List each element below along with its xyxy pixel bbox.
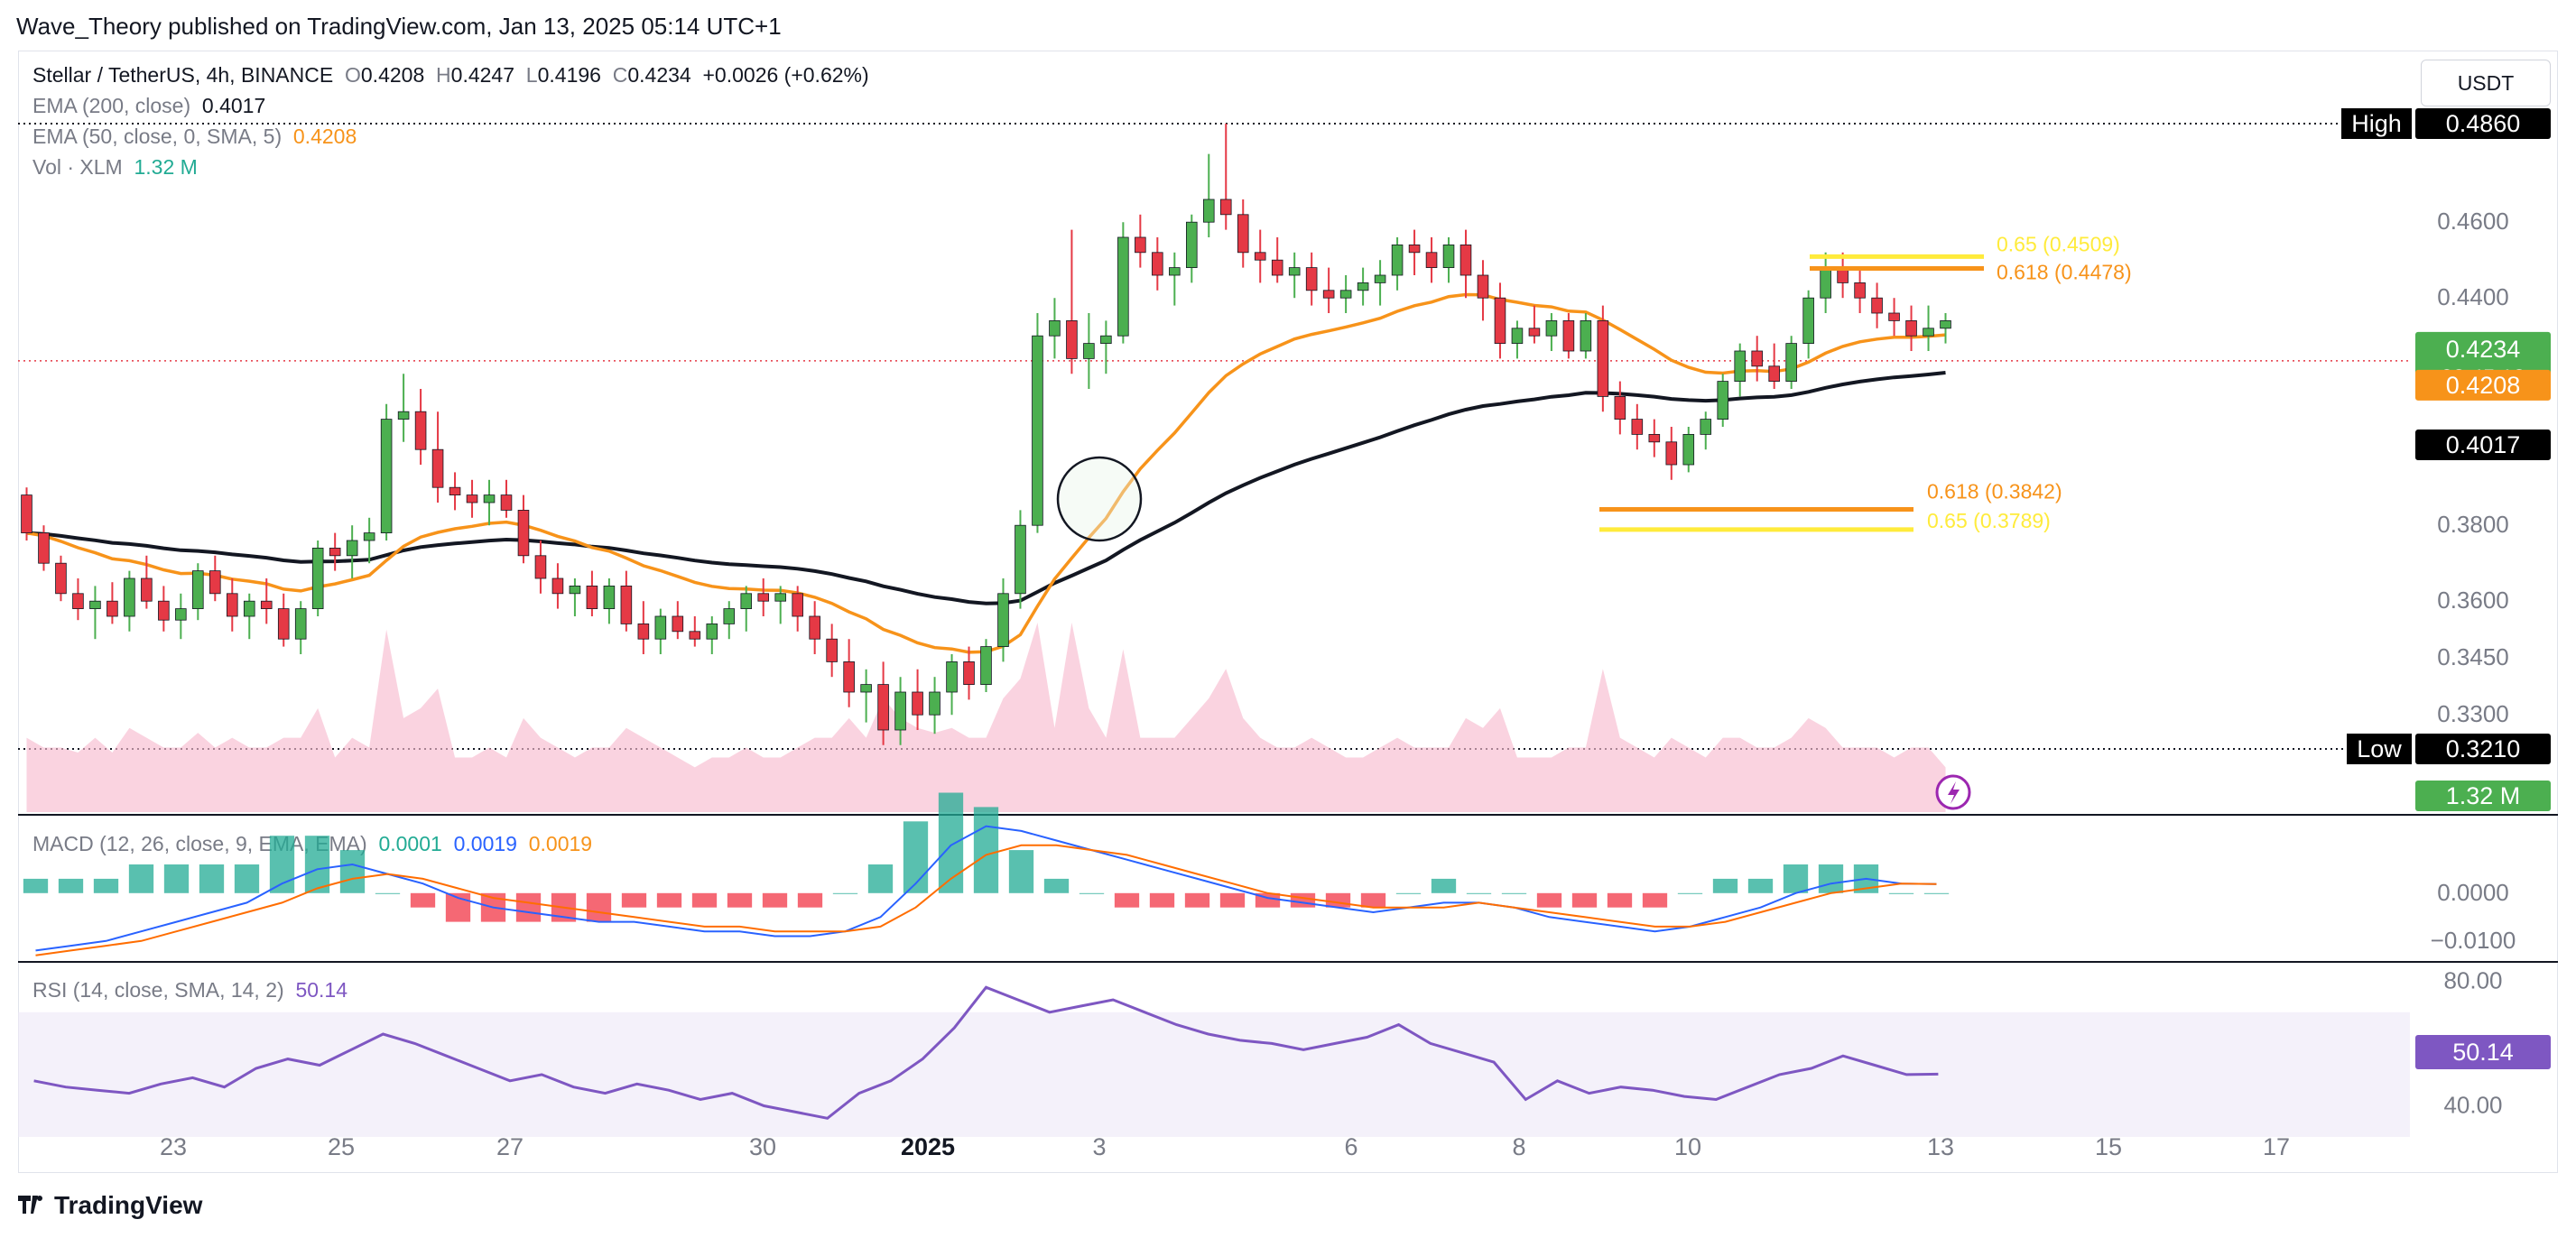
legend-o-label: O <box>345 63 361 87</box>
legend-main: Stellar / TetherUS, 4h, BINANCE O0.4208 … <box>32 63 869 88</box>
legend-ema50[interactable]: EMA (50, close, 0, SMA, 5) 0.4208 <box>32 125 357 149</box>
tradingview-logo[interactable]: TradingView <box>18 1191 202 1220</box>
currency-button[interactable]: USDT <box>2421 60 2551 106</box>
legend-ema50-label: EMA (50, close, 0, SMA, 5) <box>32 125 283 148</box>
legend-ema200-value: 0.4017 <box>201 94 266 117</box>
publisher-caption: Wave_Theory published on TradingView.com… <box>16 13 782 40</box>
legend-rsi-value: 50.14 <box>295 978 348 1002</box>
chart-frame <box>18 51 2558 1173</box>
legend-c-label: C <box>612 63 628 87</box>
legend-open: 0.4208 <box>360 63 425 87</box>
legend-ema200[interactable]: EMA (200, close) 0.4017 <box>32 94 265 118</box>
legend-rsi[interactable]: RSI (14, close, SMA, 14, 2) 50.14 <box>32 978 347 1002</box>
legend-ema200-label: EMA (200, close) <box>32 94 191 117</box>
legend-volume[interactable]: Vol · XLM 1.32 M <box>32 155 198 180</box>
legend-macd-value: 0.0019 <box>453 832 517 855</box>
legend-macd-signal: 0.0019 <box>528 832 593 855</box>
legend-l-label: L <box>525 63 538 87</box>
legend-rsi-label: RSI (14, close, SMA, 14, 2) <box>32 978 284 1002</box>
legend-vol-label: Vol · XLM <box>32 155 123 179</box>
legend-ema50-value: 0.4208 <box>292 125 357 148</box>
legend-macd-hist: 0.0001 <box>378 832 442 855</box>
legend-close: 0.4234 <box>627 63 691 87</box>
legend-high: 0.4247 <box>450 63 515 87</box>
tradingview-brand: TradingView <box>54 1191 203 1219</box>
legend-symbol[interactable]: Stellar / TetherUS, 4h, BINANCE <box>32 63 334 87</box>
tradingview-mark-icon <box>18 1191 49 1220</box>
legend-low: 0.4196 <box>537 63 601 87</box>
legend-macd-label: MACD (12, 26, close, 9, EMA, EMA) <box>32 832 367 855</box>
legend-macd[interactable]: MACD (12, 26, close, 9, EMA, EMA) 0.0001… <box>32 832 592 856</box>
legend-change: +0.0026 (+0.62%) <box>702 63 869 87</box>
legend-vol-value: 1.32 M <box>134 155 198 179</box>
legend-h-label: H <box>436 63 451 87</box>
